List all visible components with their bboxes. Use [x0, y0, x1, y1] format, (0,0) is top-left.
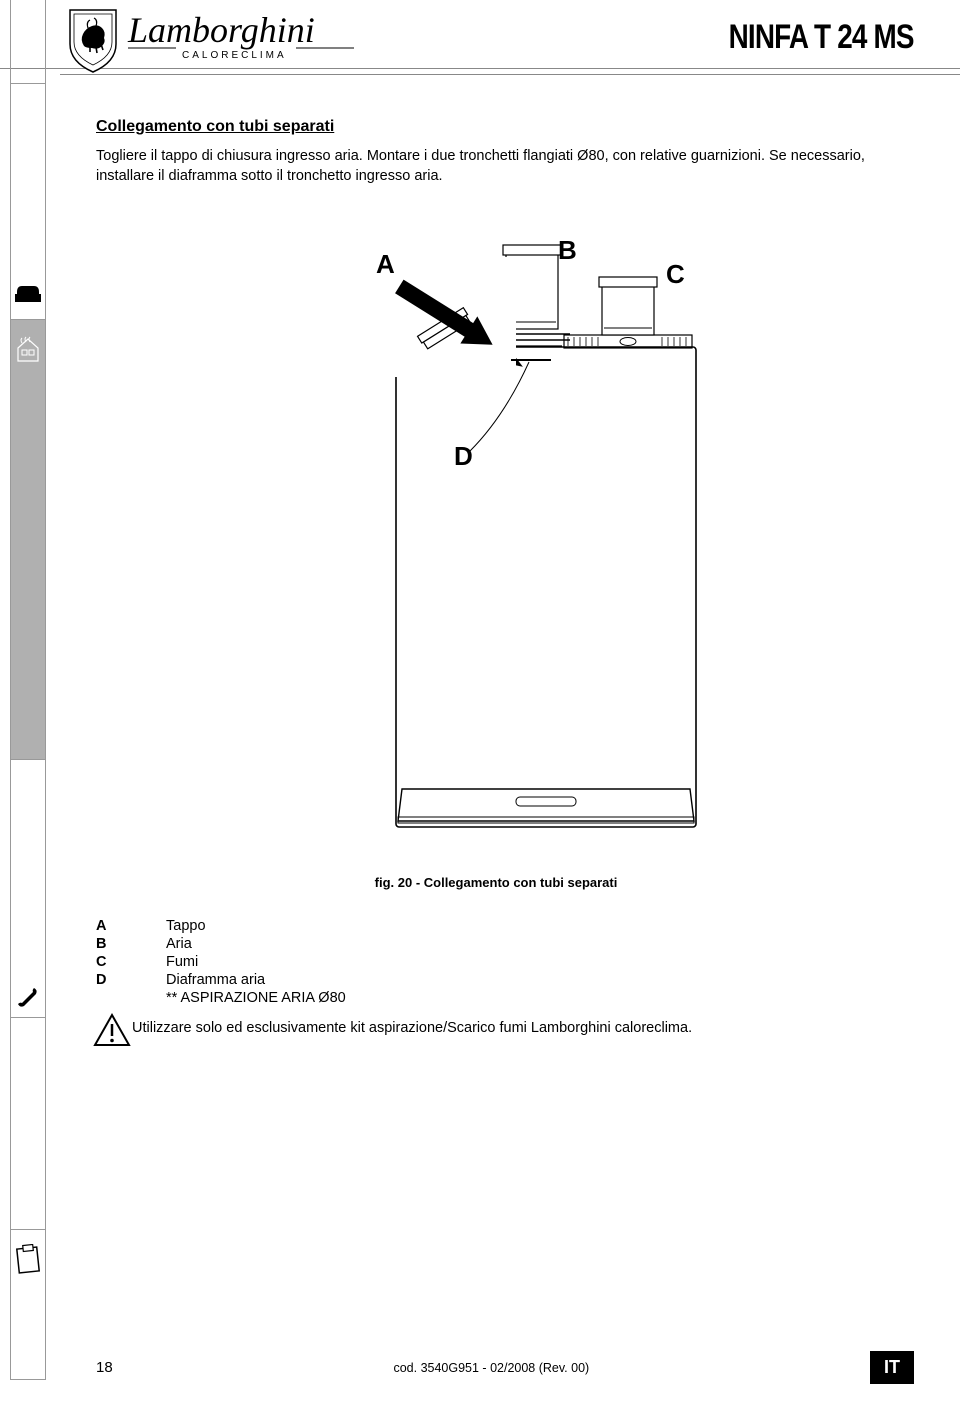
svg-text:D: D	[454, 441, 473, 471]
legend-extra: ** ASPIRAZIONE ARIA Ø80	[96, 990, 896, 1006]
sidebar-tabs	[0, 0, 50, 1420]
legend-row: C Fumi	[96, 954, 896, 970]
clipboard-icon	[14, 1244, 42, 1272]
house-icon	[14, 336, 42, 364]
svg-text:A: A	[376, 249, 395, 279]
warning-icon	[92, 1012, 132, 1052]
product-title: NINFA T 24 MS	[729, 18, 914, 57]
content-area: Collegamento con tubi separati Togliere …	[96, 118, 896, 1052]
sidebar-seg	[10, 760, 46, 1018]
page-number: 18	[96, 1359, 113, 1376]
svg-text:C: C	[666, 259, 685, 289]
legend: A Tappo B Aria C Fumi D Diaframma aria *…	[96, 918, 896, 1052]
sofa-icon	[14, 282, 42, 310]
boiler-diagram: A B C D	[266, 217, 726, 857]
legend-val: Diaframma aria	[166, 972, 265, 988]
legend-key: B	[96, 936, 166, 952]
section-body: Togliere il tappo di chiusura ingresso a…	[96, 146, 896, 187]
page: Lamborghini CALORECLIMA NINFA T 24 MS Co…	[0, 0, 960, 1420]
footer: 18 cod. 3540G951 - 02/2008 (Rev. 00) IT	[0, 1351, 960, 1384]
legend-val: Fumi	[166, 954, 198, 970]
footer-code: cod. 3540G951 - 02/2008 (Rev. 00)	[113, 1361, 870, 1375]
legend-val: Aria	[166, 936, 192, 952]
legend-row: B Aria	[96, 936, 896, 952]
legend-key: A	[96, 918, 166, 934]
figure-caption: fig. 20 - Collegamento con tubi separati	[96, 875, 896, 890]
legend-val: Tappo	[166, 918, 206, 934]
sidebar-seg	[10, 0, 46, 84]
brand-logo: Lamborghini CALORECLIMA	[64, 6, 364, 81]
svg-text:Lamborghini: Lamborghini	[127, 10, 315, 50]
legend-row: D Diaframma aria	[96, 972, 896, 988]
svg-text:CALORECLIMA: CALORECLIMA	[182, 50, 287, 61]
legend-row: A Tappo	[96, 918, 896, 934]
svg-text:B: B	[558, 235, 577, 265]
footer-lang-badge: IT	[870, 1351, 914, 1384]
sidebar-seg-active	[10, 320, 46, 760]
wrench-icon	[14, 984, 42, 1012]
legend-key: C	[96, 954, 166, 970]
warning-row: Utilizzare solo ed esclusivamente kit as…	[92, 1012, 896, 1052]
warning-text: Utilizzare solo ed esclusivamente kit as…	[132, 1012, 692, 1036]
section-title: Collegamento con tubi separati	[96, 118, 896, 136]
sidebar-seg	[10, 1018, 46, 1230]
legend-key: D	[96, 972, 166, 988]
